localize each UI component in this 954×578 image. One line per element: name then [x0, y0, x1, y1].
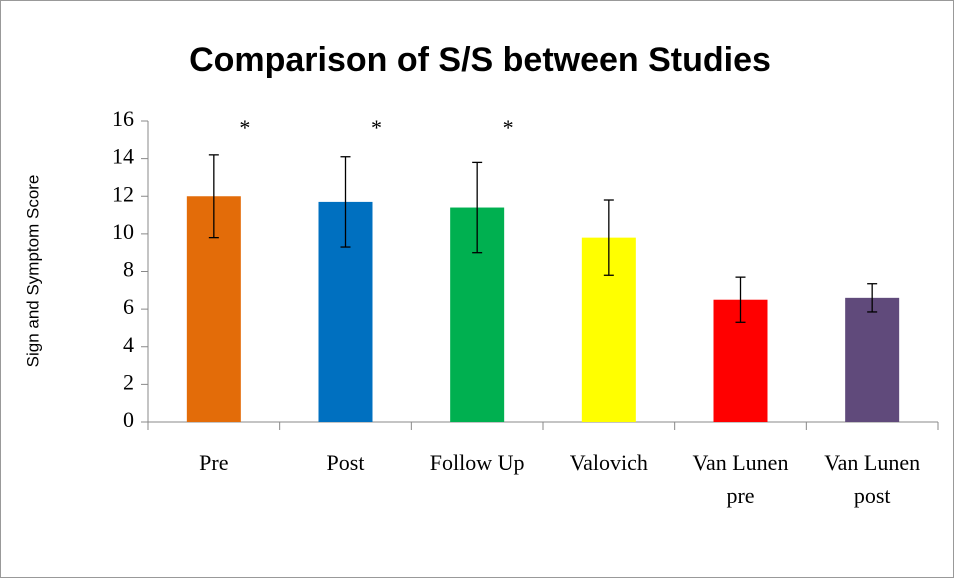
y-tick-label: 14: [112, 144, 134, 169]
significance-label: *: [503, 115, 514, 140]
y-tick-label: 2: [123, 369, 134, 394]
x-tick-label: Van Lunen pre: [693, 450, 789, 508]
y-tick-label: 8: [123, 257, 134, 282]
y-axis-label: Sign and Symptom Score: [23, 175, 42, 368]
significance-label: *: [371, 115, 382, 140]
x-tick-label: Valovich: [570, 450, 648, 475]
x-tick-label: Post: [327, 450, 365, 475]
y-tick-label: 4: [123, 332, 134, 357]
y-tick-label: 10: [112, 219, 134, 244]
x-tick-label: Van Lunen post: [824, 450, 920, 508]
significance-label: *: [239, 115, 250, 140]
chart-title: Comparison of S/S between Studies: [189, 41, 771, 79]
y-tick-label: 0: [123, 407, 134, 432]
y-tick-label: 6: [123, 294, 134, 319]
y-tick-label: 16: [112, 106, 134, 131]
bar: [845, 297, 900, 422]
y-tick-label: 12: [112, 181, 134, 206]
x-tick-label: Pre: [199, 450, 228, 475]
x-tick-label: Follow Up: [430, 450, 525, 475]
